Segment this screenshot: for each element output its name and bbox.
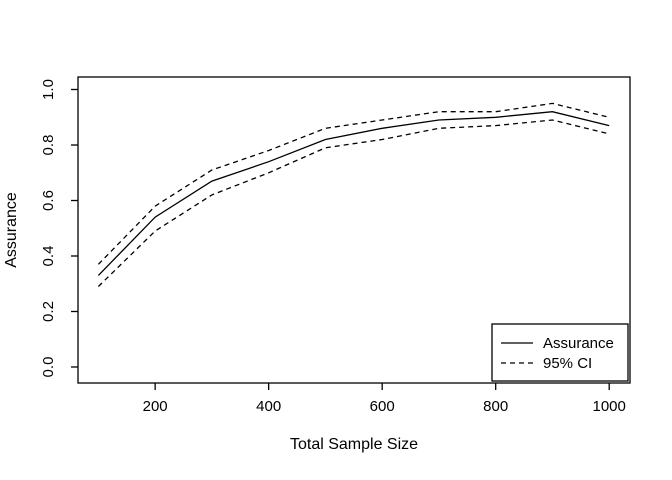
x-tick-label: 800 (483, 398, 508, 415)
plot-border (77, 76, 631, 384)
y-tick-label: 0.6 (40, 190, 57, 211)
legend-label-ci: 95% CI (543, 355, 592, 372)
x-axis-title: Total Sample Size (290, 436, 418, 453)
legend-box (491, 323, 629, 382)
x-tick-label: 1000 (593, 398, 626, 415)
y-tick-label: 0.0 (40, 357, 57, 378)
y-axis-ticks: 0.0 0.2 0.4 0.6 0.8 1.0 (40, 79, 78, 377)
legend-label-assurance: Assurance (543, 335, 614, 352)
y-tick-label: 0.4 (40, 246, 57, 267)
series-line-solid (97, 111, 610, 276)
x-axis-ticks: 200 400 600 800 1000 (143, 383, 626, 415)
x-tick-label: 600 (370, 398, 395, 415)
x-tick-label: 200 (143, 398, 168, 415)
series-line-dashed (97, 119, 610, 287)
legend: Assurance 95% CI (491, 323, 629, 382)
series-line-dashed (97, 102, 610, 265)
y-tick-label: 1.0 (40, 79, 57, 100)
data-series (97, 102, 610, 287)
x-tick-label: 400 (256, 398, 281, 415)
y-tick-label: 0.2 (40, 301, 57, 322)
y-tick-label: 0.8 (40, 135, 57, 156)
y-axis-title: Assurance (3, 192, 20, 268)
